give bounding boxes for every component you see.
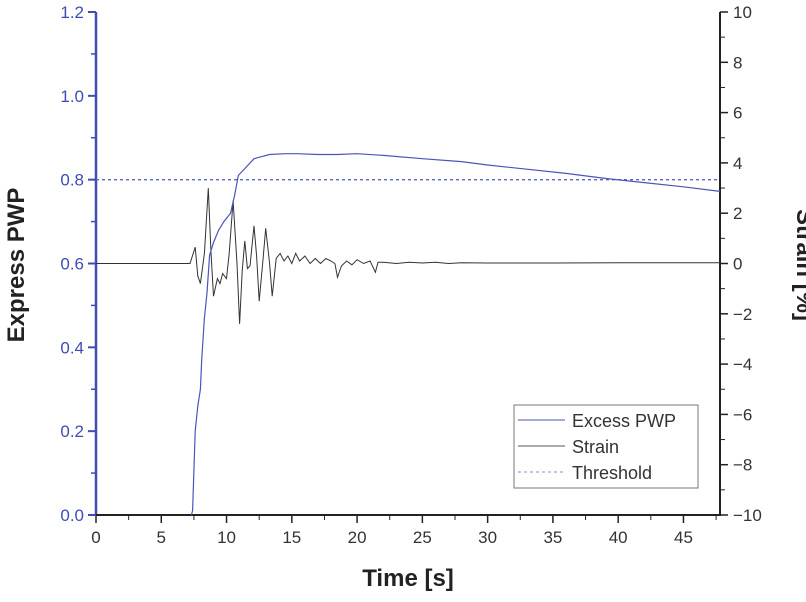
y-right-tick-label: 10: [733, 3, 752, 22]
x-tick-label: 30: [478, 528, 497, 547]
y-right-tick-label: 8: [733, 53, 742, 72]
x-tick-label: 40: [609, 528, 628, 547]
y-left-tick-label: 0.0: [60, 506, 84, 525]
y-left-tick-label: 0.8: [60, 171, 84, 190]
x-tick-label: 15: [282, 528, 301, 547]
y-right-tick-label: −8: [733, 456, 752, 475]
strain-line: [96, 188, 720, 324]
legend-label-strain: Strain: [572, 437, 619, 457]
plot-area: [96, 153, 721, 516]
y-right-tick-label: 6: [733, 104, 742, 123]
legend: Excess PWP Strain Threshold: [513, 404, 699, 489]
x-tick-label: 25: [413, 528, 432, 547]
y-left-tick-label: 0.4: [60, 338, 84, 357]
x-tick-label: 45: [674, 528, 693, 547]
y-right-tick-label: −2: [733, 305, 752, 324]
y-left-tick-label: 1.0: [60, 87, 84, 106]
x-tick-label: 10: [217, 528, 236, 547]
y-right-tick-label: 0: [733, 255, 742, 274]
y-right-tick-label: −4: [733, 355, 752, 374]
x-tick-label: 35: [543, 528, 562, 547]
x-axis-label: Time [s]: [362, 565, 454, 592]
axes: 0 5 10 15 20 25 30 35 40 450.00.20.40.60.81.01.2−…: [60, 3, 761, 547]
y-left-tick-label: 1.2: [60, 3, 84, 22]
x-tick-label: 0: [91, 528, 100, 547]
y-right-tick-label: 2: [733, 204, 742, 223]
x-tick-label: 5: [157, 528, 166, 547]
legend-label-threshold: Threshold: [572, 463, 652, 483]
excess-pwp-line: [190, 153, 721, 516]
legend-label-excess-pwp: Excess PWP: [572, 411, 676, 431]
y-left-tick-label: 0.6: [60, 255, 84, 274]
x-tick-label: 20: [348, 528, 367, 547]
y-axis-left-label: Express PWP: [3, 188, 30, 343]
y-left-tick-label: 0.2: [60, 422, 84, 441]
y-axis-right-label: Strain [%]: [791, 209, 806, 321]
y-right-tick-label: −6: [733, 405, 752, 424]
y-right-tick-label: 4: [733, 154, 742, 173]
y-right-tick-label: −10: [733, 506, 762, 525]
